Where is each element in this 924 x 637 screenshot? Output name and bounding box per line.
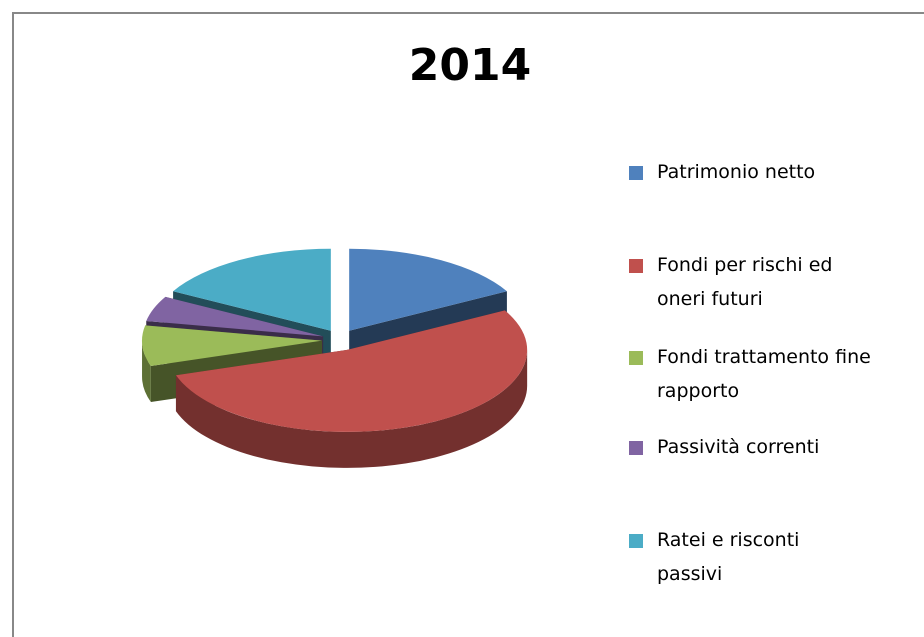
slice [142, 325, 323, 367]
slice [146, 296, 324, 337]
slice [173, 248, 331, 331]
chart-title: 2014 [408, 40, 532, 91]
slice [175, 310, 528, 432]
chart-border [12, 12, 924, 637]
slice [349, 248, 507, 331]
legend-label: Ratei e risconti passivi [657, 529, 800, 585]
legend-label: Fondi per rischi ed oneri futuri [657, 254, 833, 310]
slice-wall [142, 340, 151, 403]
legend-swatch [629, 441, 643, 455]
legend-swatch [629, 166, 643, 180]
legend-label: Passività correnti [657, 436, 820, 458]
legend-swatch [629, 534, 643, 548]
legend-swatch [629, 351, 643, 365]
legend-label: Patrimonio netto [657, 161, 816, 183]
legend-label: Fondi trattamento fine rapporto [657, 346, 871, 402]
slice-wall [175, 349, 528, 468]
legend-swatch [629, 259, 643, 273]
